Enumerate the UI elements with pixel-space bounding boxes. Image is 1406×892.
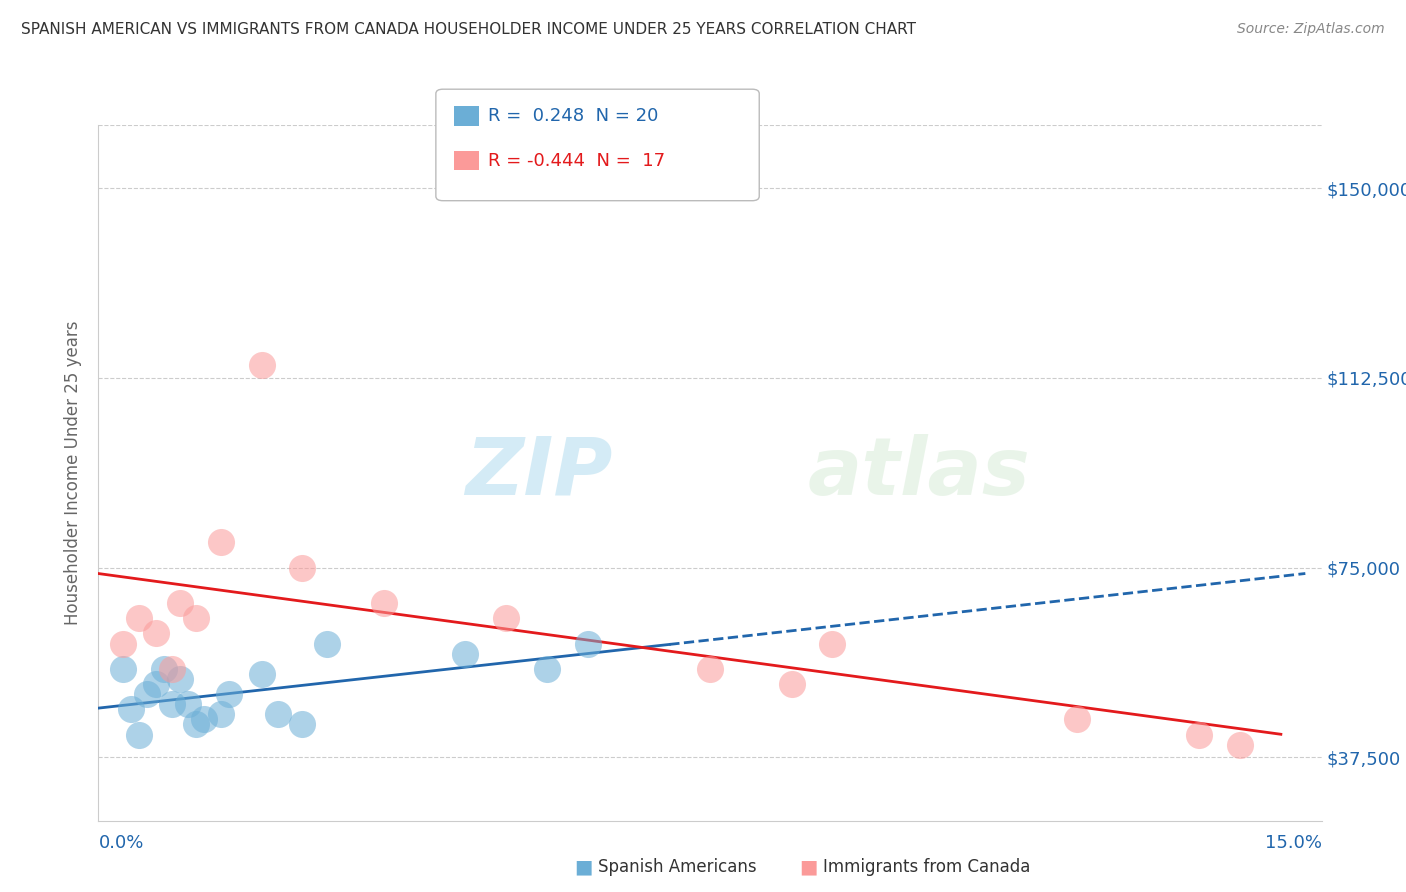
Point bbox=[218, 687, 240, 701]
Point bbox=[120, 702, 142, 716]
Point bbox=[111, 636, 134, 650]
Point bbox=[111, 662, 134, 676]
Point bbox=[169, 596, 191, 610]
Point bbox=[186, 717, 208, 731]
Text: Spanish Americans: Spanish Americans bbox=[598, 858, 756, 876]
Point bbox=[145, 626, 167, 640]
Point bbox=[291, 717, 314, 731]
Point bbox=[169, 672, 191, 686]
Point bbox=[454, 647, 477, 661]
Point bbox=[495, 611, 517, 625]
Point bbox=[576, 636, 599, 650]
Point bbox=[186, 611, 208, 625]
Point bbox=[193, 713, 215, 727]
Point bbox=[160, 698, 183, 712]
Point bbox=[1188, 728, 1211, 742]
Point bbox=[152, 662, 174, 676]
Point bbox=[780, 677, 803, 691]
Point bbox=[267, 707, 290, 722]
Point bbox=[136, 687, 159, 701]
Point bbox=[699, 662, 721, 676]
Text: SPANISH AMERICAN VS IMMIGRANTS FROM CANADA HOUSEHOLDER INCOME UNDER 25 YEARS COR: SPANISH AMERICAN VS IMMIGRANTS FROM CANA… bbox=[21, 22, 917, 37]
Text: Source: ZipAtlas.com: Source: ZipAtlas.com bbox=[1237, 22, 1385, 37]
Text: R = -0.444  N =  17: R = -0.444 N = 17 bbox=[488, 152, 665, 169]
Point bbox=[209, 707, 232, 722]
Point bbox=[250, 358, 273, 372]
Point bbox=[1229, 738, 1251, 752]
Text: ■: ■ bbox=[799, 857, 818, 877]
Point bbox=[128, 611, 150, 625]
Y-axis label: Householder Income Under 25 years: Householder Income Under 25 years bbox=[65, 320, 83, 625]
Text: 15.0%: 15.0% bbox=[1264, 834, 1322, 852]
Point bbox=[177, 698, 200, 712]
Text: Immigrants from Canada: Immigrants from Canada bbox=[823, 858, 1029, 876]
Text: R =  0.248  N = 20: R = 0.248 N = 20 bbox=[488, 107, 658, 125]
Text: ■: ■ bbox=[574, 857, 593, 877]
Point bbox=[250, 666, 273, 681]
Point bbox=[128, 728, 150, 742]
Text: atlas: atlas bbox=[808, 434, 1031, 512]
Point bbox=[536, 662, 558, 676]
Text: ZIP: ZIP bbox=[465, 434, 612, 512]
Point bbox=[145, 677, 167, 691]
Point bbox=[1066, 713, 1088, 727]
Point bbox=[373, 596, 395, 610]
Point bbox=[315, 636, 337, 650]
Point bbox=[291, 560, 314, 574]
Point bbox=[160, 662, 183, 676]
Text: 0.0%: 0.0% bbox=[98, 834, 143, 852]
Point bbox=[821, 636, 844, 650]
Point bbox=[209, 535, 232, 549]
